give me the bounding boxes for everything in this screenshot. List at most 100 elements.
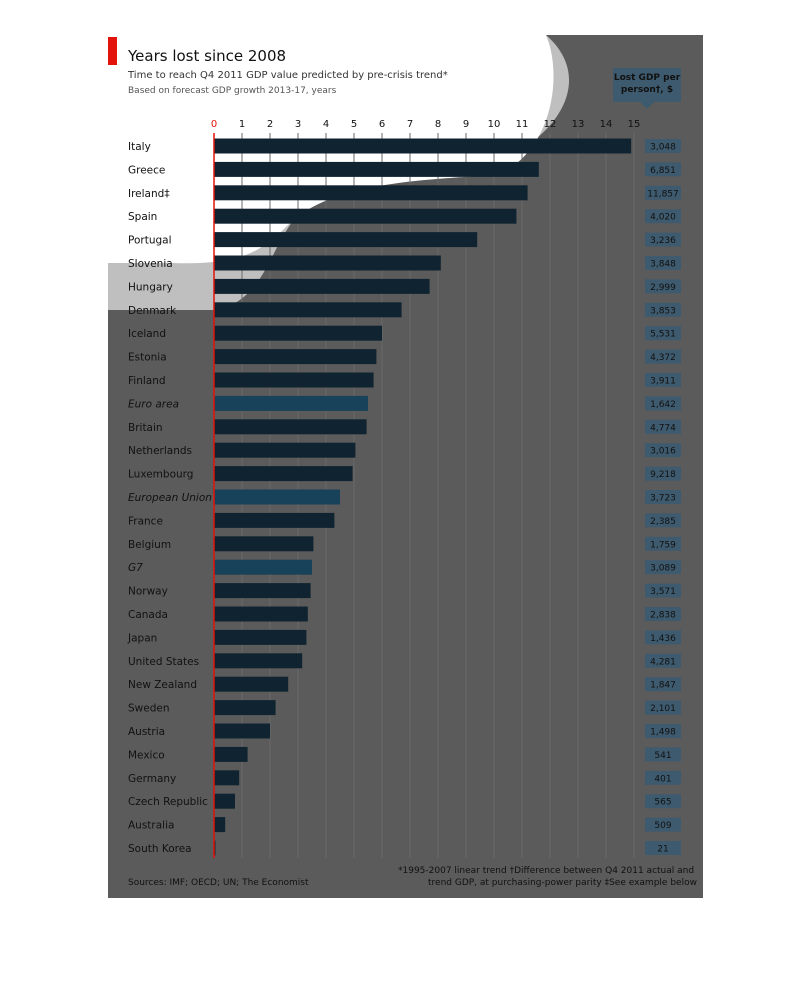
lost-gdp-box [645,373,681,387]
lost-gdp-box [645,630,681,645]
lost-gdp-value: 3,571 [650,587,676,597]
lost-gdp-box [645,817,681,832]
lost-gdp-box [645,653,681,668]
category-label: Sweden [128,703,170,715]
lost-gdp-value: 1,759 [650,540,676,550]
lost-gdp-box [645,490,681,504]
x-tick-label: 7 [407,119,413,130]
lost-gdp-box [645,677,681,692]
lost-gdp-box [645,724,681,738]
category-label: South Korea [128,843,192,855]
lost-gdp-box [645,747,681,762]
category-label: Canada [128,609,168,621]
bar [214,255,441,271]
chart-title: Years lost since 2008 [128,47,287,65]
bar [214,325,382,341]
category-label: Austria [128,726,165,738]
lost-gdp-value: 11,857 [647,189,679,199]
x-tick-label: 2 [267,119,273,130]
lost-gdp-box [645,583,681,598]
lost-gdp-box [645,700,681,715]
bar [214,536,314,552]
bar [214,770,240,786]
lost-gdp-value: 1,642 [650,400,676,410]
lost-gdp-value: 1,847 [650,681,676,691]
category-label: Netherlands [128,445,192,457]
category-label: Australia [128,820,174,832]
lost-gdp-value: 2,385 [650,517,676,527]
x-tick-label: 0 [211,119,217,130]
lost-gdp-header-line1: Lost GDP per [613,73,681,83]
category-label: Germany [128,773,176,785]
bar [214,746,248,762]
lost-gdp-value: 2,101 [650,704,676,714]
bar [214,583,311,599]
lost-gdp-value: 3,048 [650,143,676,153]
lost-gdp-box [645,607,681,621]
bar [214,606,308,622]
lost-gdp-box [645,466,681,481]
lost-gdp-value: 9,218 [650,470,676,480]
lost-gdp-value: 509 [654,821,671,831]
lost-gdp-box [645,232,681,247]
lost-gdp-header: Lost GDP per person†, $ [613,68,681,109]
lost-gdp-box [645,841,681,855]
category-label: G7 [128,562,143,574]
x-tick-label: 8 [435,119,441,130]
bar [214,653,303,669]
bar [214,559,312,575]
lost-gdp-box [645,185,681,200]
lost-gdp-value: 4,281 [650,657,676,667]
x-tick-label: 9 [463,119,469,130]
lost-gdp-box [645,396,681,411]
category-label: Italy [128,141,151,153]
bar [214,466,353,482]
lost-gdp-box [645,349,681,364]
category-label: Spain [128,211,157,223]
lost-gdp-value: 3,016 [650,447,676,457]
bar [214,395,368,411]
category-label: Iceland [128,328,166,340]
bar [214,138,632,154]
bar [214,629,307,645]
bar [214,349,377,365]
category-label: Denmark [128,305,177,317]
lost-gdp-value: 5,531 [650,330,676,340]
bar [214,817,226,833]
category-label: Belgium [128,539,171,551]
lost-gdp-value: 3,723 [650,494,676,504]
lost-gdp-value: 6,851 [650,166,676,176]
lost-gdp-value: 3,848 [650,260,676,270]
footnote-line2: trend GDP, at purchasing-power parity ‡S… [428,878,697,888]
lost-gdp-value: 401 [654,774,671,784]
bar [214,161,539,177]
category-label: Greece [128,164,165,176]
lost-gdp-box [645,770,681,785]
bar [214,185,528,201]
bar [214,676,289,692]
category-label: Japan [127,632,157,644]
category-label: Hungary [128,281,173,293]
x-tick-label: 14 [600,119,613,130]
category-label: Euro area [128,398,179,410]
lost-gdp-box [645,209,681,224]
lost-gdp-value: 2,838 [650,611,676,621]
x-tick-label: 6 [379,119,385,130]
lost-gdp-header-line2: person†, $ [620,85,674,95]
category-label: Finland [128,375,166,387]
lost-gdp-box [645,794,681,809]
lost-gdp-value: 4,020 [650,213,676,223]
lost-gdp-value: 3,236 [650,236,676,246]
lost-gdp-box [645,536,681,551]
x-tick-label: 15 [628,119,641,130]
lost-gdp-value: 21 [657,845,668,855]
lost-gdp-value: 2,999 [650,283,676,293]
lost-gdp-box [645,162,681,177]
x-tick-label: 3 [295,119,301,130]
lost-gdp-value: 541 [654,751,671,761]
category-label: Norway [128,586,168,598]
sources-note: Sources: IMF; OECD; UN; The Economist [128,878,309,888]
lost-gdp-value: 3,089 [650,564,676,574]
x-tick-label: 13 [572,119,585,130]
category-label: France [128,515,163,527]
